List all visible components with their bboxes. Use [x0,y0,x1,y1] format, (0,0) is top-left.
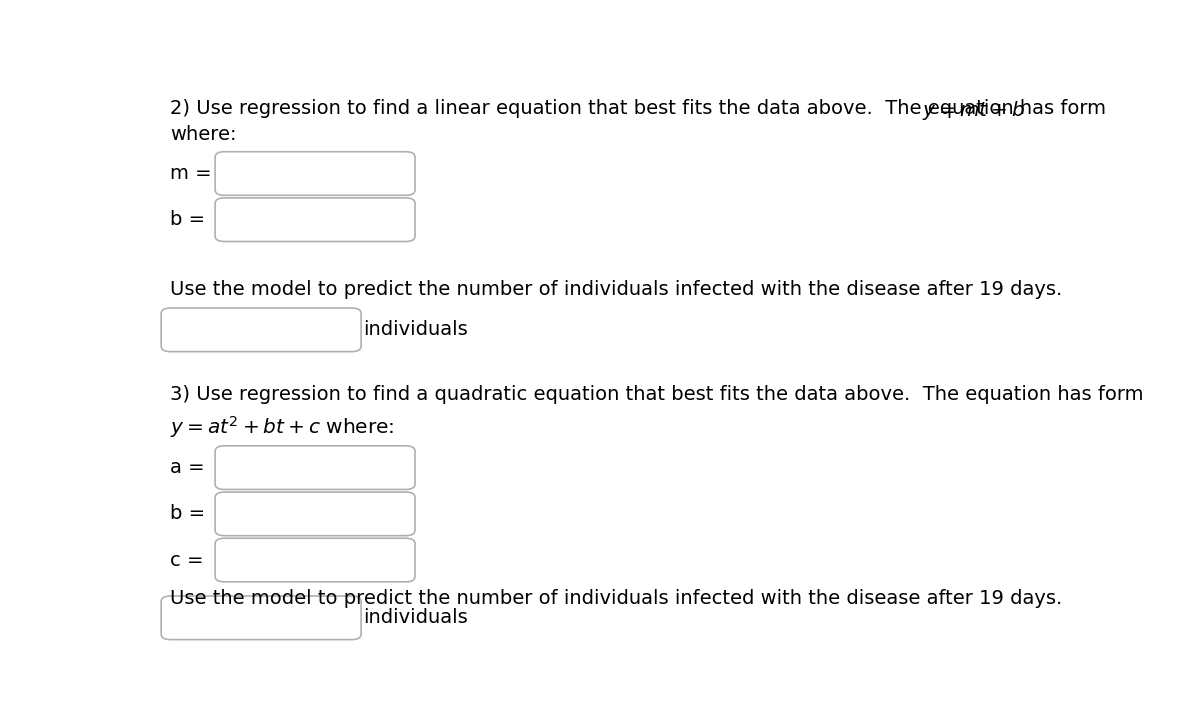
Text: b =: b = [170,210,205,229]
Text: where:: where: [170,125,236,144]
FancyBboxPatch shape [215,538,415,582]
Text: c =: c = [170,551,204,569]
Text: b =: b = [170,504,205,523]
FancyBboxPatch shape [161,596,361,639]
Text: 3) Use regression to find a quadratic equation that best fits the data above.  T: 3) Use regression to find a quadratic eq… [170,385,1144,404]
Text: individuals: individuals [362,320,468,339]
FancyBboxPatch shape [161,308,361,352]
Text: Use the model to predict the number of individuals infected with the disease aft: Use the model to predict the number of i… [170,589,1063,608]
FancyBboxPatch shape [215,492,415,536]
Text: m =: m = [170,164,212,183]
Text: Use the model to predict the number of individuals infected with the disease aft: Use the model to predict the number of i… [170,280,1063,299]
FancyBboxPatch shape [215,152,415,195]
Text: individuals: individuals [362,608,468,627]
FancyBboxPatch shape [215,198,415,241]
Text: $y = at^2 + bt + c$ where:: $y = at^2 + bt + c$ where: [170,414,395,440]
FancyBboxPatch shape [215,446,415,489]
Text: $y = mt + b$: $y = mt + b$ [922,99,1025,122]
Text: a =: a = [170,458,205,477]
Text: 2) Use regression to find a linear equation that best fits the data above.  The : 2) Use regression to find a linear equat… [170,99,1112,118]
